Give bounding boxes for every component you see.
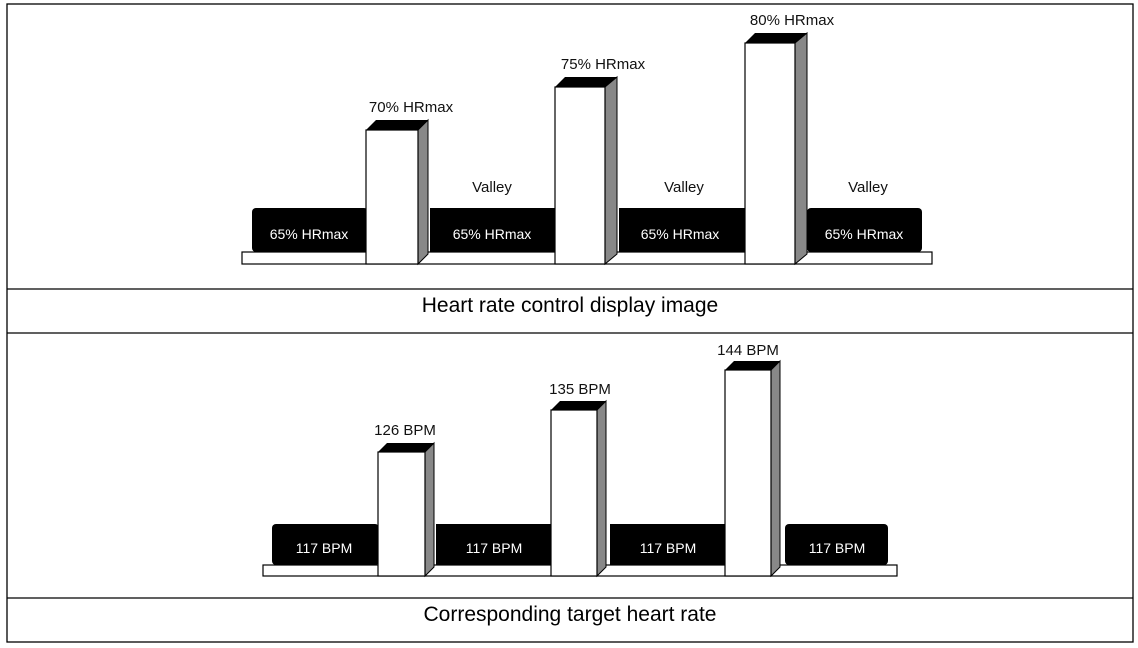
caption-top: Heart rate control display image: [422, 294, 718, 317]
peak-label: 75% HRmax: [561, 56, 646, 73]
peak-pillar: [724, 359, 781, 578]
peak-label: 70% HRmax: [369, 99, 454, 116]
peak-pillar: [377, 441, 435, 578]
baseline-label: 65% HRmax: [825, 226, 904, 242]
valley-label: Valley: [848, 179, 888, 196]
table-borders: [6, 3, 1134, 643]
baseline-block: [785, 524, 888, 565]
baseline-label: 65% HRmax: [641, 226, 720, 242]
baseline-label: 117 BPM: [809, 540, 866, 556]
baseline-label: 117 BPM: [296, 540, 353, 556]
baseline-block: [807, 208, 922, 252]
baseline-block: [252, 208, 368, 252]
baseline-block: [272, 524, 379, 565]
baseline-block: [430, 208, 556, 252]
target-hr-diagram: 117 BPM 117 BPM 117 BPM 117 BPM 126 BPM …: [262, 342, 898, 578]
baseline-block: [619, 208, 746, 252]
peak-pillar: [554, 75, 618, 266]
baseline-label: 117 BPM: [640, 540, 697, 556]
baseline-block: [436, 524, 552, 565]
peak-label: 126 BPM: [374, 422, 436, 439]
baseline-label: 65% HRmax: [270, 226, 349, 242]
hr-control-diagram: 65% HRmax 65% HRmax 65% HRmax 65% HRmax …: [241, 12, 933, 266]
caption-bottom: Corresponding target heart rate: [423, 603, 716, 626]
baseline-block: [610, 524, 726, 565]
peak-pillar: [365, 118, 429, 266]
baseline-label: 117 BPM: [466, 540, 523, 556]
peak-label: 80% HRmax: [750, 12, 835, 29]
baseline-label: 65% HRmax: [453, 226, 532, 242]
peak-pillar: [744, 31, 808, 266]
peak-pillar: [550, 399, 607, 578]
valley-label: Valley: [664, 179, 704, 196]
valley-label: Valley: [472, 179, 512, 196]
peak-label: 135 BPM: [549, 381, 611, 398]
peak-label: 144 BPM: [717, 342, 779, 359]
